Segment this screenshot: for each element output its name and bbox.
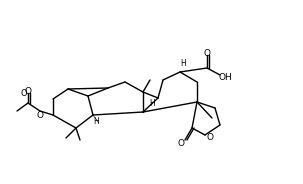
- Text: O: O: [21, 89, 27, 98]
- Text: O: O: [207, 134, 214, 142]
- Text: OH: OH: [218, 72, 232, 82]
- Text: O: O: [178, 139, 185, 148]
- Text: O: O: [36, 112, 44, 121]
- Text: H: H: [93, 116, 99, 125]
- Text: H: H: [149, 98, 155, 107]
- Text: H: H: [180, 59, 186, 68]
- Text: O: O: [204, 49, 211, 57]
- Text: O: O: [25, 88, 32, 96]
